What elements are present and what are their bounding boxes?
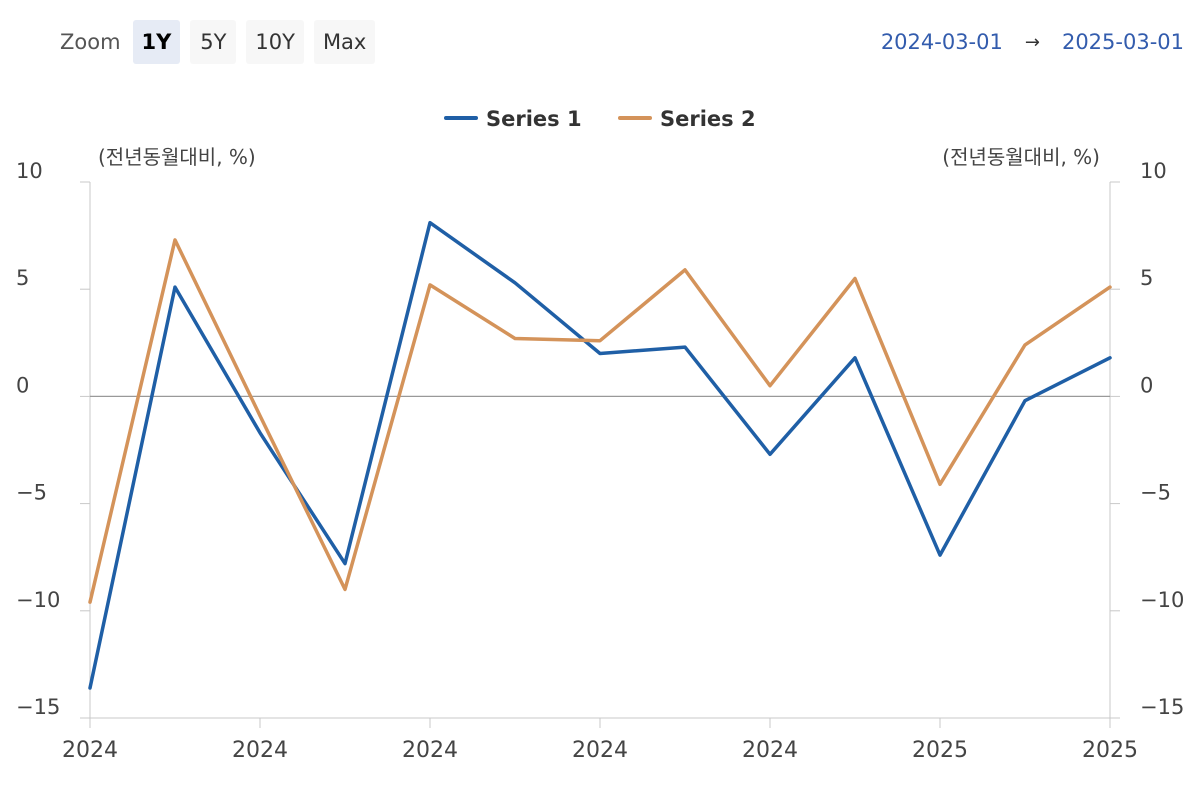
x-tick-label: 2024 [62, 738, 118, 763]
y-tick-label-right: −15 [1140, 695, 1184, 719]
range-from-input[interactable]: 2024-03-01 [880, 30, 1003, 54]
y-tick-label-left: −10 [16, 588, 60, 612]
chart-series [88, 220, 1112, 690]
zoom-label: Zoom [60, 30, 121, 54]
y-tick-label-left: −5 [16, 481, 47, 505]
x-tick-label: 2024 [742, 738, 798, 763]
zoom-10y-button[interactable]: 10Y [246, 20, 304, 64]
zoom-1y-button[interactable]: 1Y [132, 20, 181, 64]
legend-label-series-1: Series 1 [486, 107, 582, 131]
series-1-line [88, 220, 1112, 690]
zoom-toolbar: Zoom 1Y 5Y 10Y Max [60, 20, 376, 64]
x-tick-label: 2025 [912, 738, 968, 763]
y-tick-label-left: −15 [16, 695, 60, 719]
y-axis-right-label: (전년동월대비, %) [942, 145, 1100, 169]
y-tick-label-right: −5 [1140, 481, 1171, 505]
y-tick-label-left: 0 [16, 373, 29, 397]
y-tick-label-left: 5 [16, 266, 29, 290]
range-arrow-icon: → [1024, 31, 1040, 53]
x-tick-label: 2025 [1082, 738, 1138, 763]
chart-legend: Series 1 Series 2 [444, 107, 756, 131]
x-tick-label: 2024 [402, 738, 458, 763]
y-tick-label-right: 0 [1140, 373, 1153, 397]
y-tick-label-right: 5 [1140, 266, 1153, 290]
x-tick-label: 2024 [572, 738, 628, 763]
date-range: 2024-03-01 → 2025-03-01 [881, 20, 1184, 64]
zoom-5y-button[interactable]: 5Y [190, 20, 237, 64]
y-tick-label-left: 10 [16, 159, 43, 183]
y-tick-label-right: 10 [1140, 159, 1167, 183]
range-to-input[interactable]: 2025-03-01 [1061, 30, 1184, 54]
y-tick-label-right: −10 [1140, 588, 1184, 612]
series-2-line [88, 238, 1112, 604]
legend-label-series-2: Series 2 [660, 107, 756, 131]
x-tick-label: 2024 [232, 738, 288, 763]
y-axis-left-label: (전년동월대비, %) [98, 145, 256, 169]
zoom-max-button[interactable]: Max [313, 20, 376, 64]
